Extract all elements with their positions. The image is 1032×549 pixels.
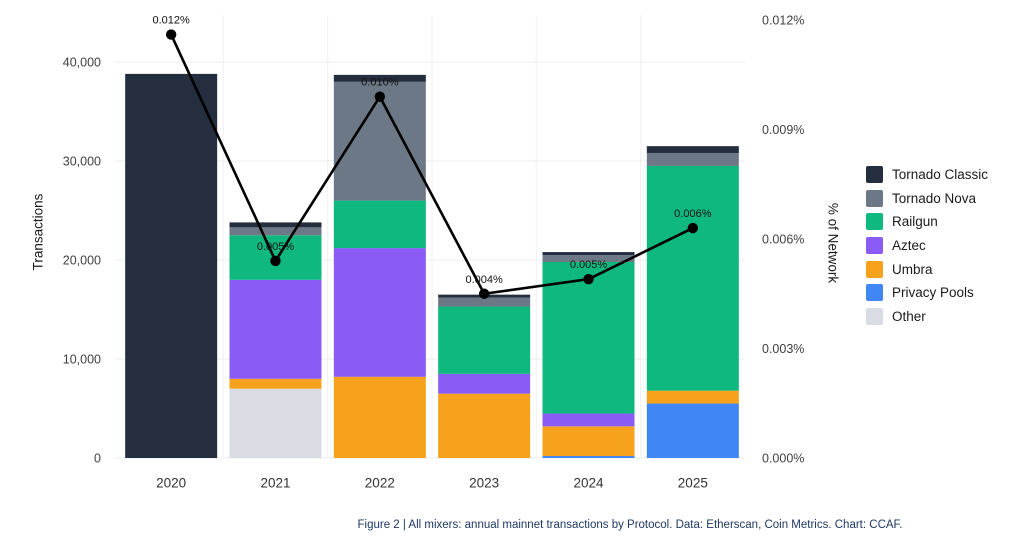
right-axis-tick-label: 0.012%	[762, 14, 804, 28]
figure-caption: Figure 2 | All mixers: annual mainnet tr…	[357, 519, 903, 531]
legend-label: Railgun	[892, 214, 938, 230]
left-axis-tick-label: 20,000	[63, 254, 101, 268]
bar-segment-tornado-nova-2024	[542, 255, 635, 262]
bar-segment-tornado-classic-2025	[646, 146, 739, 154]
left-axis-title: Transactions	[30, 193, 46, 271]
legend-swatch-umbra	[866, 260, 883, 278]
bar-segment-tornado-nova-2021	[229, 227, 322, 236]
bar-segment-aztec-2023	[438, 373, 531, 394]
bar-segment-umbra-2025	[646, 390, 739, 404]
line-point-2022	[374, 91, 386, 102]
line-data-label-2023: 0.004%	[466, 274, 504, 286]
legend-swatch-railgun	[866, 213, 883, 231]
legend-swatch-tornado-nova	[866, 189, 883, 207]
left-axis-tick-label: 0	[94, 452, 101, 466]
bar-segment-tornado-classic-2021	[229, 222, 322, 228]
legend-swatch-other	[866, 307, 883, 325]
bar-segment-umbra-2023	[438, 393, 531, 458]
bar-segment-railgun-2025	[646, 165, 739, 391]
right-axis-tick-label: 0.000%	[762, 452, 804, 466]
bar-segment-umbra-2022	[333, 376, 426, 458]
bar-segment-aztec-2024	[542, 413, 635, 427]
x-axis-tick-label-2025: 2025	[678, 476, 708, 491]
line-data-label-2025: 0.006%	[674, 208, 712, 220]
line-point-2023	[478, 288, 490, 299]
legend-swatch-privacy-pools	[866, 284, 883, 302]
bar-segment-privacy-pools-2025	[646, 403, 739, 458]
bar-segment-railgun-2022	[333, 200, 426, 249]
x-axis-tick-label-2023: 2023	[469, 476, 499, 491]
bar-segment-tornado-classic-2022	[333, 74, 426, 82]
x-axis-tick-label-2024: 2024	[573, 476, 604, 491]
right-axis-tick-label: 0.009%	[762, 123, 804, 137]
right-axis-tick-label: 0.006%	[762, 233, 804, 247]
right-axis-tick-label: 0.003%	[762, 342, 804, 356]
legend-swatch-tornado-classic	[866, 166, 883, 184]
line-point-2025	[687, 222, 699, 234]
bar-segment-other-2021	[229, 388, 322, 458]
line-point-2020	[165, 29, 177, 40]
bar-segment-aztec-2021	[229, 279, 322, 379]
line-point-2024	[583, 273, 594, 285]
legend-item-aztec: Aztec	[866, 234, 988, 258]
legend-label: Tornado Nova	[892, 190, 977, 206]
legend-item-umbra: Umbra	[866, 257, 988, 281]
bar-segment-tornado-nova-2025	[646, 153, 739, 166]
legend-label: Privacy Pools	[892, 285, 974, 301]
network-share-line	[169, 34, 694, 296]
bar-segment-tornado-nova-2023	[438, 297, 531, 307]
bar-segment-aztec-2022	[333, 248, 426, 377]
legend-item-tornado-nova: Tornado Nova	[866, 187, 988, 211]
x-axis-tick-label-2021: 2021	[260, 476, 290, 491]
right-axis-title: % of Network	[825, 202, 841, 284]
x-axis-tick-label-2020: 2020	[156, 476, 186, 491]
left-axis-tick-label: 40,000	[63, 56, 101, 70]
bar-segment-umbra-2024	[542, 426, 635, 457]
legend-item-privacy-pools: Privacy Pools	[866, 281, 988, 305]
legend-item-other: Other	[866, 305, 988, 329]
legend-label: Umbra	[892, 261, 933, 277]
bar-segment-railgun-2024	[542, 261, 635, 414]
legend: Tornado Classic Tornado Nova Railgun Aztec U…	[866, 163, 988, 328]
line-data-label-2021: 0.005%	[257, 241, 295, 253]
legend-item-railgun: Railgun	[866, 210, 988, 234]
legend-item-tornado-classic: Tornado Classic	[866, 163, 988, 187]
left-axis-tick-label: 30,000	[63, 155, 101, 169]
line-data-label-2020: 0.012%	[153, 15, 191, 27]
legend-label: Aztec	[892, 238, 926, 254]
left-axis-tick-label: 10,000	[63, 353, 101, 367]
bar-segment-tornado-classic-2024	[542, 252, 635, 256]
legend-swatch-aztec	[866, 237, 883, 255]
x-axis-tick-label-2022: 2022	[365, 476, 395, 491]
legend-label: Tornado Classic	[892, 167, 989, 183]
line-data-label-2022: 0.010%	[361, 77, 399, 89]
bar-segment-railgun-2023	[438, 306, 531, 374]
bar-segment-privacy-pools-2024	[542, 456, 635, 458]
bar-segment-tornado-classic-2020	[125, 73, 218, 458]
line-data-label-2024: 0.005%	[570, 259, 608, 271]
bar-segment-umbra-2021	[229, 378, 322, 389]
line-point-2021	[270, 255, 281, 267]
legend-label: Other	[892, 308, 926, 324]
